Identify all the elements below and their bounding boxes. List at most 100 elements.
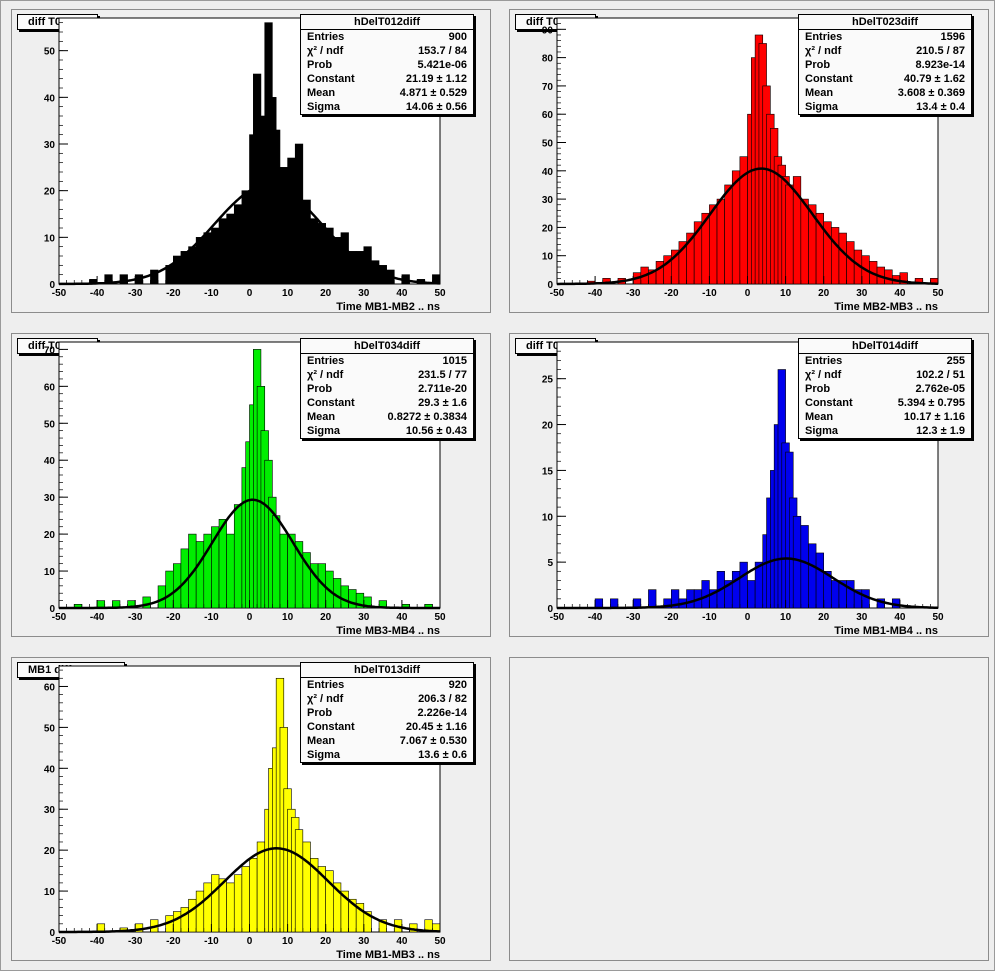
stats-row: χ² / ndf 206.3 / 82 bbox=[301, 692, 473, 706]
stats-row: Mean 0.8272 ± 0.3834 bbox=[301, 410, 473, 424]
stats-row: Constant 5.394 ± 0.795 bbox=[799, 396, 971, 410]
histogram-bar bbox=[211, 874, 220, 933]
x-tick-label: 0 bbox=[247, 936, 253, 947]
y-tick-label: 30 bbox=[44, 493, 56, 504]
y-tick-label: 60 bbox=[44, 382, 56, 393]
stats-row: Sigma 13.4 ± 0.4 bbox=[799, 100, 971, 114]
y-tick-label: 60 bbox=[44, 682, 56, 693]
x-tick-label: 20 bbox=[818, 612, 830, 623]
stats-row: Mean 3.608 ± 0.369 bbox=[799, 86, 971, 100]
x-tick-label: 0 bbox=[247, 612, 253, 623]
stats-row: Mean 7.067 ± 0.530 bbox=[301, 734, 473, 748]
stats-value: 29.3 ± 1.6 bbox=[418, 397, 467, 409]
x-tick-label: -30 bbox=[128, 612, 143, 623]
x-tick-label: 40 bbox=[894, 612, 906, 623]
y-tick-label: 50 bbox=[542, 139, 554, 150]
y-tick-label: 10 bbox=[542, 252, 554, 263]
histogram-bar bbox=[800, 198, 809, 285]
stats-value: 2.711e-20 bbox=[418, 383, 467, 395]
histogram-bar bbox=[195, 890, 205, 933]
histogram-bar bbox=[594, 598, 604, 609]
stats-key: Sigma bbox=[307, 101, 341, 113]
x-tick-label: 30 bbox=[856, 288, 868, 299]
histogram-bar bbox=[272, 515, 281, 609]
y-tick-label: 70 bbox=[542, 82, 554, 93]
stats-row: Constant 40.79 ± 1.62 bbox=[799, 72, 971, 86]
x-tick-label: 40 bbox=[396, 936, 408, 947]
x-tick-label: 20 bbox=[320, 612, 332, 623]
stats-value: 231.5 / 77 bbox=[418, 369, 467, 381]
x-tick-label: 10 bbox=[282, 288, 294, 299]
histogram-bar bbox=[340, 585, 349, 609]
x-tick-label: -20 bbox=[166, 288, 181, 299]
x-tick-label: 50 bbox=[434, 612, 446, 623]
y-tick-label: 40 bbox=[542, 167, 554, 178]
histogram-bar bbox=[249, 858, 258, 933]
y-tick-label: 0 bbox=[49, 928, 55, 939]
pad-hdelt023diff: diff T0 MB3 -50 -40 -30 -20 -10 0 10 20 30 40 50 0 10… bbox=[509, 9, 989, 313]
x-tick-label: -10 bbox=[204, 936, 219, 947]
stats-row: Entries 900 bbox=[301, 30, 473, 44]
stats-key: Constant bbox=[805, 73, 853, 85]
x-tick-label: 10 bbox=[282, 936, 294, 947]
gaussian-fit-curve bbox=[58, 183, 440, 286]
x-tick-label: 40 bbox=[396, 288, 408, 299]
x-tick-label: 30 bbox=[358, 936, 370, 947]
stats-row: Mean 4.871 ± 0.529 bbox=[301, 86, 473, 100]
stats-value: 255 bbox=[946, 355, 965, 367]
histogram-bar bbox=[233, 204, 243, 285]
histogram-bar bbox=[302, 841, 311, 933]
x-tick-label: -40 bbox=[90, 288, 105, 299]
pad-hdelt012diff: diff T0 MB2 -50 -40 -30 -20 -10 0 10 20 30 40 50 0 10… bbox=[11, 9, 491, 313]
histogram-bar bbox=[119, 274, 128, 285]
histogram-bar bbox=[739, 561, 748, 609]
stats-value: 4.871 ± 0.529 bbox=[399, 87, 467, 99]
histogram-bar bbox=[294, 829, 304, 933]
histogram-name: hDelT034diff bbox=[301, 339, 473, 354]
x-axis-label: Time MB1-MB4 .. ns bbox=[834, 625, 938, 637]
histogram-bar bbox=[150, 269, 159, 285]
x-tick-label: 20 bbox=[320, 936, 332, 947]
histogram-bar bbox=[256, 841, 266, 933]
histogram-bar bbox=[340, 232, 349, 285]
histogram-bar bbox=[218, 218, 227, 285]
stats-key: Prob bbox=[805, 59, 831, 71]
x-tick-label: 0 bbox=[247, 288, 253, 299]
stats-key: Constant bbox=[307, 721, 355, 733]
x-tick-label: -20 bbox=[166, 936, 181, 947]
stats-key: Constant bbox=[307, 397, 355, 409]
y-tick-label: 20 bbox=[44, 187, 56, 198]
stats-box: hDelT013diff Entries 920 χ² / ndf 206.3 / 82… bbox=[300, 662, 474, 763]
x-tick-label: -50 bbox=[52, 288, 67, 299]
y-tick-label: 50 bbox=[44, 47, 56, 58]
x-axis-label: Time MB1-MB2 .. ns bbox=[336, 301, 440, 313]
histogram-bar bbox=[792, 515, 802, 609]
stats-box: hDelT034diff Entries 1015 χ² / ndf 231.5 / 7… bbox=[300, 338, 474, 439]
stats-key: Entries bbox=[805, 355, 843, 367]
y-tick-label: 50 bbox=[44, 419, 56, 430]
histogram-bar bbox=[226, 213, 235, 285]
x-tick-label: -50 bbox=[52, 612, 67, 623]
histogram-bar bbox=[173, 911, 182, 933]
stats-row: χ² / ndf 102.2 / 51 bbox=[799, 368, 971, 382]
stats-value: 2.226e-14 bbox=[417, 707, 467, 719]
histogram-bar bbox=[188, 898, 197, 933]
stats-row: Entries 1596 bbox=[799, 30, 971, 44]
histogram-bar bbox=[709, 204, 718, 285]
y-tick-label: 40 bbox=[44, 764, 56, 775]
histogram-bar bbox=[363, 911, 372, 933]
stats-row: Constant 29.3 ± 1.6 bbox=[301, 396, 473, 410]
histogram-bar bbox=[808, 543, 817, 609]
stats-value: 10.17 ± 1.16 bbox=[903, 411, 965, 423]
histogram-bar bbox=[233, 504, 243, 609]
gaussian-fit-curve bbox=[557, 557, 938, 610]
stats-row: Prob 8.923e-14 bbox=[799, 58, 971, 72]
stats-row: Sigma 13.6 ± 0.6 bbox=[301, 748, 473, 762]
histogram-bar bbox=[831, 580, 840, 609]
stats-row: Sigma 12.3 ± 1.9 bbox=[799, 424, 971, 438]
y-tick-label: 50 bbox=[44, 723, 56, 734]
stats-value: 102.2 / 51 bbox=[916, 369, 965, 381]
stats-value: 5.421e-06 bbox=[417, 59, 467, 71]
histogram-bar bbox=[724, 184, 733, 285]
y-tick-label: 20 bbox=[44, 530, 56, 541]
